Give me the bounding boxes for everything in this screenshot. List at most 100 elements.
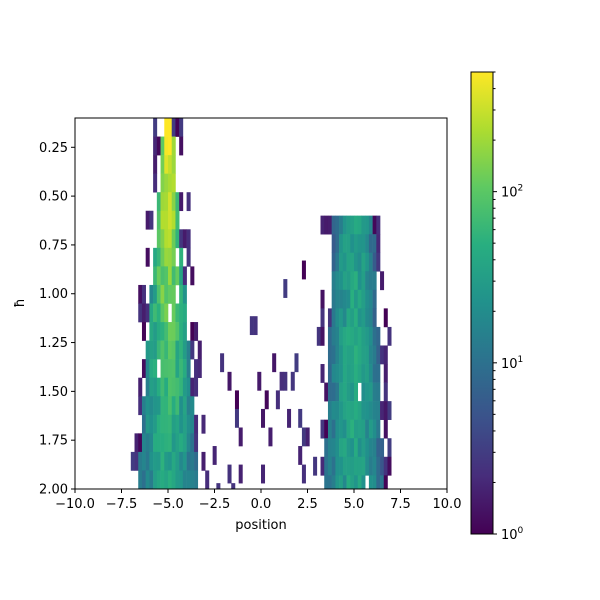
heat-cell-right bbox=[354, 419, 359, 439]
heat-cell-sparse bbox=[298, 446, 303, 465]
heat-cell-left bbox=[175, 192, 180, 212]
heat-cell-left bbox=[190, 377, 195, 397]
heat-cell-left bbox=[160, 266, 165, 286]
heat-cell-right bbox=[327, 438, 332, 458]
heat-cell-right bbox=[357, 345, 362, 365]
heat-cell-left bbox=[134, 451, 139, 471]
heat-cell-right bbox=[368, 234, 373, 254]
heat-cell-right bbox=[368, 401, 373, 420]
heat-cell-left bbox=[164, 322, 169, 341]
heat-cell-left bbox=[164, 210, 169, 230]
heat-cell-right bbox=[368, 345, 373, 365]
heat-cell-left bbox=[164, 247, 169, 267]
heat-cell-right bbox=[372, 308, 377, 328]
heat-cell-left bbox=[164, 414, 169, 434]
heat-cell-left bbox=[153, 470, 158, 489]
heat-cell-left bbox=[190, 451, 195, 471]
heat-cell-right bbox=[354, 364, 359, 383]
heat-cell-left bbox=[160, 414, 165, 434]
heat-cell-right bbox=[350, 382, 355, 402]
heat-cell-sparse bbox=[287, 408, 292, 428]
heat-cell-right bbox=[331, 234, 336, 254]
heat-cell-left bbox=[145, 414, 150, 434]
heat-cell-right bbox=[354, 345, 359, 365]
heat-cell-left bbox=[175, 266, 180, 286]
heat-cell-left bbox=[186, 433, 191, 453]
heat-cell-right bbox=[335, 271, 340, 291]
heat-cell-left bbox=[164, 155, 169, 174]
heat-cell-left bbox=[138, 396, 143, 416]
heat-cell-left bbox=[186, 414, 191, 434]
heat-cell-left bbox=[149, 414, 154, 434]
heat-cell-right bbox=[335, 401, 340, 420]
heat-cell-left bbox=[182, 266, 187, 286]
heat-cell-right bbox=[361, 419, 366, 439]
heat-cell-sparse bbox=[279, 371, 284, 391]
heat-cell-right bbox=[368, 382, 373, 402]
heat-cell-right bbox=[331, 456, 336, 476]
heat-cell-right bbox=[354, 401, 359, 420]
heat-cell-right bbox=[339, 252, 344, 272]
heat-cell-right bbox=[372, 252, 377, 272]
heat-cell-left bbox=[168, 118, 173, 137]
heat-cell-left bbox=[201, 414, 206, 434]
heat-cell-right bbox=[342, 438, 347, 458]
heat-cell-right bbox=[335, 215, 340, 235]
heat-cell-left bbox=[186, 451, 191, 471]
heat-cell-left bbox=[138, 303, 143, 323]
heat-cell-right bbox=[365, 419, 370, 439]
heat-cell-left bbox=[171, 470, 176, 489]
heat-cell-right bbox=[346, 271, 351, 291]
heat-cell-left bbox=[175, 414, 180, 434]
heat-cell-right bbox=[342, 308, 347, 328]
heat-cell-right bbox=[354, 475, 359, 489]
heat-cell-right bbox=[354, 215, 359, 235]
heat-cell-left bbox=[168, 284, 173, 304]
heat-cell-right bbox=[361, 308, 366, 328]
heat-cell-left bbox=[190, 470, 195, 489]
heat-cell-left bbox=[141, 359, 146, 378]
heat-cell-left bbox=[164, 433, 169, 453]
heat-cell-right bbox=[365, 289, 370, 309]
heat-cell-right bbox=[354, 289, 359, 309]
heat-cell-right bbox=[346, 456, 351, 476]
heat-cell-left bbox=[160, 377, 165, 397]
heat-cell-left bbox=[179, 192, 184, 212]
y-axis-label: ħ bbox=[13, 298, 28, 307]
heat-cell-left bbox=[153, 247, 158, 267]
y-tick-label: 1.25 bbox=[39, 336, 68, 351]
heat-cell-left bbox=[194, 470, 199, 489]
heat-cell-left bbox=[186, 377, 191, 397]
heat-cell-left bbox=[182, 303, 187, 323]
heat-cell-left bbox=[182, 340, 187, 360]
heat-cell-left bbox=[145, 303, 150, 323]
heat-cell-sparse bbox=[298, 408, 303, 428]
heatmap-cells bbox=[130, 118, 392, 489]
heat-cell-right bbox=[331, 364, 336, 383]
heat-cell-right bbox=[361, 345, 366, 365]
heat-cell-left bbox=[171, 451, 176, 471]
heat-cell-right bbox=[361, 326, 366, 346]
heat-cell-left bbox=[171, 210, 176, 230]
heat-cell-right bbox=[342, 456, 347, 476]
heat-cell-right bbox=[346, 438, 351, 458]
heat-cell-right bbox=[327, 215, 332, 235]
heat-cell-right bbox=[354, 326, 359, 346]
heat-cell-sparse bbox=[301, 260, 306, 280]
heat-cell-left bbox=[138, 433, 143, 453]
heat-cell-right bbox=[342, 271, 347, 291]
heat-cell-left bbox=[145, 359, 150, 378]
heat-cell-right bbox=[324, 438, 329, 458]
heat-cell-right bbox=[361, 438, 366, 458]
heat-cell-left bbox=[160, 359, 165, 378]
colorbar-frame bbox=[470, 71, 494, 535]
heat-cell-left bbox=[179, 266, 184, 286]
heat-cell-right bbox=[361, 252, 366, 272]
heat-cell-left bbox=[149, 433, 154, 453]
heat-cell-right bbox=[357, 308, 362, 328]
heat-cell-right bbox=[361, 364, 366, 383]
heat-cell-right bbox=[346, 252, 351, 272]
heat-cell-left bbox=[175, 396, 180, 416]
heat-cell-left bbox=[149, 396, 154, 416]
heat-cell-right bbox=[365, 271, 370, 291]
